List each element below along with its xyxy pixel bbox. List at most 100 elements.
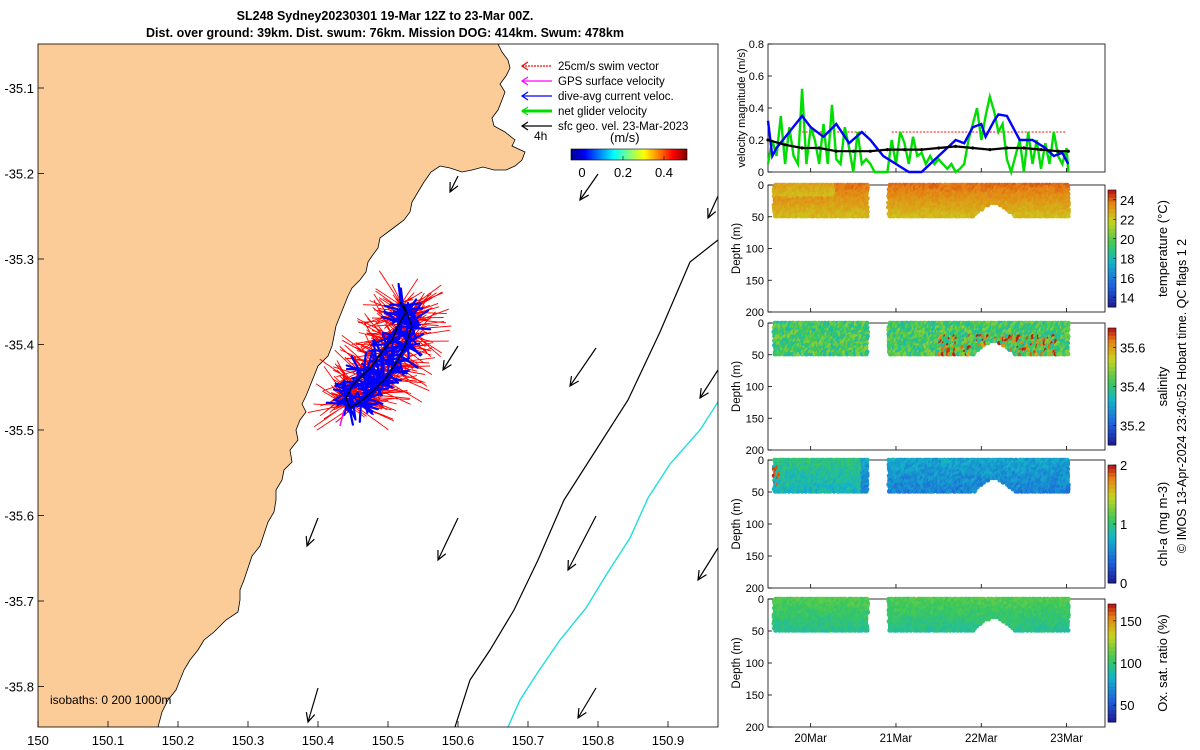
speed-colorbar [570,148,688,161]
colorbar-segment [1108,268,1116,273]
colorbar-tick-label: 0.2 [614,165,632,180]
isobaths-label: isobaths: 0 200 1000m [50,693,171,707]
map-y-tick-label: -35.5 [4,423,34,438]
section-y-tick-label: 100 [746,382,764,394]
map-x-tick-label: 150.1 [92,733,125,748]
geo-arrow-head [442,359,452,372]
colorbar-segment [1108,299,1116,304]
colorbar-segment [1108,260,1116,265]
velocity-y-tick-label: 0.2 [749,135,764,147]
velocity-point [783,143,787,147]
geo-arrow-head [699,388,709,400]
colorbar-tick-label: 35.4 [1120,380,1145,395]
velocity-point [1039,148,1043,152]
map-y-tick-label: -35.4 [4,338,34,353]
section-y-tick-label: 0 [758,318,764,330]
section-dot [811,213,816,219]
section-dot [1065,351,1071,357]
colorbar-tick-label: 14 [1120,290,1134,305]
section-dot [864,351,869,357]
velocity-point [817,146,821,150]
colorbar-segment [1108,331,1116,337]
geo-arrow-head [707,207,717,220]
geo-arrow-head [569,376,579,388]
geo-arrow [579,173,599,201]
map-land [38,44,525,727]
colorbar-segment [1108,291,1116,296]
colorbar-segment [1108,363,1116,368]
speed-colorbar-ticks: 0 0.2 0.4 [578,156,673,180]
colorbar-segment [1108,394,1116,399]
legend-arrowhead [520,91,529,101]
section-data-dots [771,457,1071,494]
geo-arrow [437,517,459,561]
colorbar-segment [1108,252,1116,257]
colorbar-segment [1108,240,1116,246]
colorbar-tick-label: 0 [578,165,585,180]
map-x-tick-label: 150.2 [162,733,195,748]
colorbar-segment [1108,390,1116,395]
section-colorbar: 35.2 35.4 35.6 salinity [1107,327,1170,446]
glider-track [345,301,413,410]
velocity-point [834,149,838,153]
colorbar-tick-label: 35.6 [1120,341,1145,356]
colorbar-segment [1108,367,1116,372]
colorbar-segment [1108,386,1116,391]
velocity-point [1066,149,1070,153]
velocity-point [988,148,992,152]
colorbar-tick-label: 35.2 [1120,419,1145,434]
velocity-point [954,144,958,148]
geo-arrow-head [697,569,707,582]
colorbar-segment [1108,429,1116,434]
geo-arrow-head [437,549,447,562]
geo-arrow [307,687,319,723]
section-y-tick-label: 150 [746,275,764,287]
velocity-series-line [766,113,1070,174]
map-x-tick-label: 150.9 [652,733,685,748]
velocity-point [868,149,872,153]
section-data-dots [771,182,1071,219]
colorbar-segment [1108,244,1116,249]
geo-arrow [306,517,319,547]
colorbar-segment [1108,287,1116,292]
map-y-tick-label: -35.6 [4,509,34,524]
colorbar-segment [1108,425,1116,430]
velocity-series-line [766,88,1070,177]
geo-arrow [707,195,718,219]
legend-duration: 4h [534,129,547,143]
colorbar-segment [1108,209,1116,214]
colorbar-tick-label: 22 [1120,212,1134,227]
section-ylabel: Depth (m) [731,223,743,274]
legend-label: sfc geo. vel. 23-Mar-2023 [558,121,688,133]
geo-arrow-head [567,559,577,572]
geo-arrow [699,369,718,399]
legend-label: net glider velocity [558,106,647,118]
colorbar-label: salinity [1155,366,1170,406]
geo-arrow [449,175,459,193]
legend-arrowhead [520,106,529,116]
legend-label: dive-avg current veloc. [558,91,674,103]
map-panel: 150 150.1 150.2 150.3 150.4 150.5 150.6 150.7 15… [4,43,719,748]
velocity-point [885,148,890,152]
figure-title-line1: SL248 Sydney20230301 19-Mar 12Z to 23-Ma… [236,9,534,23]
section-y-tick-label: 150 [746,413,764,425]
legend-arrowhead [520,76,529,86]
figure-title-line2: Dist. over ground: 39km. Dist. swum: 76k… [146,26,624,40]
geostrophic-velocity-arrows [305,173,718,724]
velocity-y-tick-label: 0.4 [749,103,764,115]
colorbar-segment [1108,351,1116,356]
velocity-y-tick-label: 0.8 [749,39,764,51]
velocity-point [919,148,924,152]
velocity-point [937,146,941,150]
legend-arrowhead [520,61,529,71]
geo-arrow-head [579,190,589,202]
colorbar-segment [1108,406,1116,411]
geo-arrow-head [577,707,587,720]
colorbar-tick-label: 16 [1120,271,1134,286]
geo-arrow [569,347,597,387]
colorbar-segment [1108,355,1116,360]
map-x-tick-label: 150 [27,733,49,748]
